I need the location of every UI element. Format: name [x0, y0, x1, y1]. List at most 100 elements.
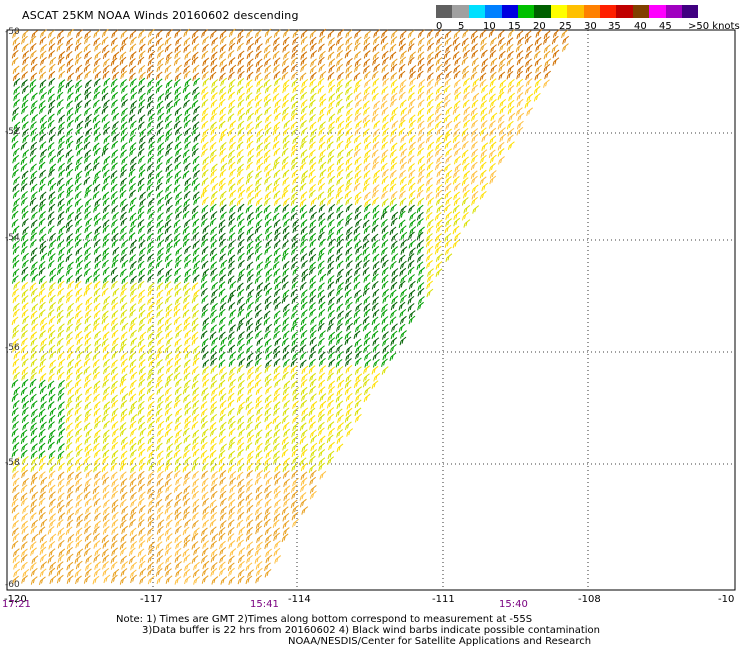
- wind-barb: [480, 49, 488, 59]
- wind-barb: [345, 42, 353, 52]
- wind-barb: [83, 422, 91, 431]
- wind-barb: [472, 64, 480, 73]
- wind-barb: [426, 92, 434, 101]
- wind-barb: [407, 296, 415, 305]
- wind-barb: [318, 408, 325, 418]
- wind-barb: [21, 443, 28, 452]
- wind-barb: [49, 561, 57, 571]
- wind-barb: [48, 414, 56, 424]
- wind-barb: [93, 246, 101, 255]
- wind-barb: [183, 477, 190, 486]
- wind-barb: [445, 120, 453, 130]
- wind-barb: [201, 477, 209, 487]
- wind-barb: [191, 541, 199, 550]
- wind-barb: [372, 197, 379, 206]
- wind-barb: [66, 107, 74, 116]
- wind-barb: [372, 204, 380, 214]
- wind-barb: [111, 394, 118, 404]
- wind-barb: [47, 260, 55, 269]
- wind-barb: [13, 351, 21, 360]
- wind-barb: [130, 491, 137, 501]
- wind-barb: [147, 518, 155, 528]
- wind-barb: [137, 121, 145, 130]
- wind-barb: [75, 484, 83, 493]
- wind-barb: [552, 29, 560, 38]
- wind-barb: [173, 78, 181, 88]
- wind-barb: [120, 163, 128, 173]
- wind-barb: [121, 275, 129, 285]
- wind-barb: [335, 408, 343, 417]
- wind-barb: [175, 64, 183, 74]
- wind-barb: [85, 448, 93, 458]
- wind-barb: [417, 44, 425, 53]
- wind-barb: [281, 506, 289, 515]
- wind-barb: [516, 126, 524, 136]
- pass-time: 15:41: [250, 599, 279, 610]
- wind-barb: [353, 182, 361, 192]
- wind-barb: [183, 365, 191, 375]
- wind-barb: [29, 512, 37, 521]
- wind-barb: [66, 58, 74, 67]
- wind-barb: [182, 385, 190, 395]
- wind-barb: [299, 204, 307, 214]
- wind-barb: [138, 491, 146, 500]
- wind-barb: [355, 79, 362, 88]
- wind-barb: [452, 134, 460, 143]
- wind-barb: [372, 245, 380, 255]
- wind-barb: [471, 128, 479, 137]
- wind-barb: [175, 37, 182, 46]
- wind-barb: [292, 84, 300, 94]
- wind-barb: [164, 378, 172, 388]
- wind-barb: [101, 28, 109, 38]
- wind-barb: [12, 464, 20, 473]
- map-title: ASCAT 25KM NOAA Winds 20160602 descendin…: [22, 9, 299, 22]
- wind-barb: [147, 428, 155, 437]
- wind-barb: [344, 336, 352, 346]
- wind-barb: [336, 91, 344, 101]
- wind-barb: [337, 43, 344, 53]
- wind-barb: [470, 30, 478, 39]
- wind-barb: [318, 218, 326, 227]
- wind-barb: [283, 380, 291, 390]
- wind-barb: [175, 126, 182, 136]
- wind-barb: [156, 491, 163, 500]
- wind-barb: [31, 519, 39, 529]
- wind-barb: [146, 309, 154, 319]
- wind-barb: [453, 79, 461, 88]
- wind-barb: [265, 268, 273, 277]
- wind-barb: [291, 281, 299, 290]
- wind-barb: [489, 99, 497, 108]
- wind-barb: [138, 393, 146, 403]
- wind-barb: [147, 282, 155, 292]
- wind-barb: [128, 232, 136, 241]
- wind-barb: [426, 155, 434, 164]
- wind-barb: [319, 393, 327, 402]
- wind-barb: [29, 155, 37, 164]
- wind-barb: [76, 147, 84, 157]
- wind-barb: [317, 113, 325, 123]
- wind-barb: [245, 282, 253, 291]
- wind-barb: [57, 127, 65, 136]
- wind-barb: [245, 309, 253, 319]
- wind-barb: [93, 478, 101, 487]
- wind-barb: [210, 134, 217, 143]
- wind-barb: [39, 169, 46, 179]
- wind-barb: [246, 211, 254, 221]
- wind-barb: [165, 575, 173, 584]
- wind-barb: [435, 219, 443, 228]
- wind-barb: [166, 443, 174, 452]
- wind-barb: [137, 177, 145, 187]
- wind-barb: [148, 50, 156, 60]
- wind-barb: [327, 260, 335, 270]
- wind-barb: [30, 408, 38, 418]
- wind-barb: [102, 212, 109, 221]
- wind-barb: [344, 49, 352, 59]
- wind-barb: [228, 415, 235, 425]
- wind-barb: [309, 393, 317, 402]
- wind-barb: [174, 358, 182, 367]
- wind-barb: [13, 126, 21, 136]
- wind-barb: [463, 170, 470, 180]
- wind-barb: [157, 420, 165, 430]
- wind-barb: [192, 527, 200, 536]
- wind-barb: [184, 183, 191, 192]
